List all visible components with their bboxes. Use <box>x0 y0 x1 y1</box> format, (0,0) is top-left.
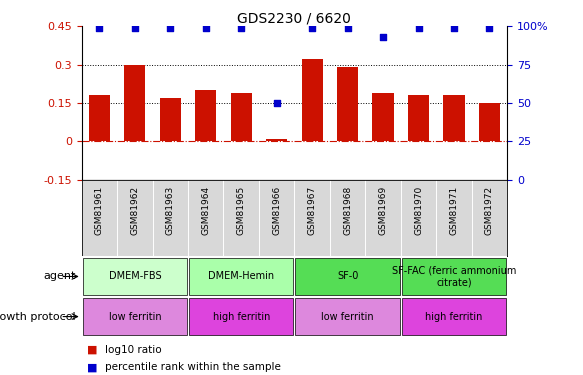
Text: GSM81968: GSM81968 <box>343 186 352 235</box>
Text: low ferritin: low ferritin <box>321 312 374 322</box>
Text: GSM81970: GSM81970 <box>414 186 423 235</box>
Text: ■: ■ <box>87 345 101 355</box>
Point <box>378 34 388 40</box>
Text: SF-0: SF-0 <box>337 272 359 282</box>
FancyBboxPatch shape <box>189 258 293 295</box>
Point <box>449 25 459 31</box>
Text: GSM81964: GSM81964 <box>201 186 210 235</box>
Point <box>343 25 352 31</box>
FancyBboxPatch shape <box>402 258 506 295</box>
Bar <box>373 93 394 141</box>
Point <box>130 25 139 31</box>
Text: high ferritin: high ferritin <box>426 312 483 322</box>
Text: GSM81962: GSM81962 <box>131 186 139 235</box>
Text: GSM81971: GSM81971 <box>449 186 458 235</box>
Title: GDS2230 / 6620: GDS2230 / 6620 <box>237 11 352 25</box>
Bar <box>160 98 181 141</box>
Point <box>166 25 175 31</box>
Text: percentile rank within the sample: percentile rank within the sample <box>105 362 281 372</box>
Text: low ferritin: low ferritin <box>108 312 161 322</box>
Text: GSM81972: GSM81972 <box>485 186 494 235</box>
FancyBboxPatch shape <box>83 258 187 295</box>
Text: GSM81961: GSM81961 <box>95 186 104 235</box>
Point <box>414 25 423 31</box>
Point <box>272 100 282 106</box>
Point <box>94 25 104 31</box>
Point <box>201 25 210 31</box>
Text: high ferritin: high ferritin <box>213 312 270 322</box>
Bar <box>195 90 216 141</box>
Text: growth protocol: growth protocol <box>0 312 76 322</box>
Bar <box>266 139 287 141</box>
Text: ■: ■ <box>87 362 101 372</box>
Bar <box>301 60 323 141</box>
Bar <box>231 93 252 141</box>
Point <box>237 25 246 31</box>
Point <box>307 25 317 31</box>
Text: GSM81965: GSM81965 <box>237 186 245 235</box>
FancyBboxPatch shape <box>83 298 187 335</box>
Text: GSM81969: GSM81969 <box>378 186 388 235</box>
Text: GSM81963: GSM81963 <box>166 186 175 235</box>
Bar <box>89 95 110 141</box>
Text: SF-FAC (ferric ammonium
citrate): SF-FAC (ferric ammonium citrate) <box>392 266 516 287</box>
Text: GSM81967: GSM81967 <box>308 186 317 235</box>
Bar <box>479 103 500 141</box>
Text: log10 ratio: log10 ratio <box>105 345 161 355</box>
Text: agent: agent <box>43 272 76 282</box>
Bar <box>124 64 145 141</box>
FancyBboxPatch shape <box>402 298 506 335</box>
Point <box>485 25 494 31</box>
Text: DMEM-Hemin: DMEM-Hemin <box>208 272 274 282</box>
Bar <box>443 95 465 141</box>
FancyBboxPatch shape <box>296 258 400 295</box>
Bar <box>408 95 429 141</box>
Text: DMEM-FBS: DMEM-FBS <box>108 272 161 282</box>
FancyBboxPatch shape <box>189 298 293 335</box>
FancyBboxPatch shape <box>296 298 400 335</box>
Bar <box>337 67 358 141</box>
Text: GSM81966: GSM81966 <box>272 186 281 235</box>
